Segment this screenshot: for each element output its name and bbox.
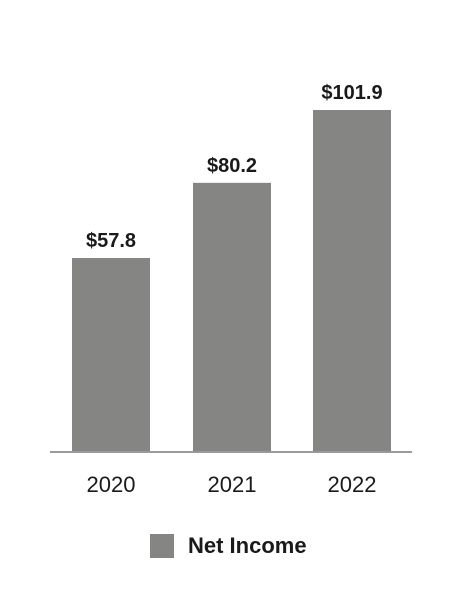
legend-label: Net Income: [188, 533, 307, 558]
data-label-2021: $80.2: [207, 155, 257, 177]
bar-2020: [72, 258, 150, 452]
x-tick-label-2022: 2022: [328, 472, 377, 497]
data-label-2020: $57.8: [86, 230, 136, 252]
bars-layer: [72, 110, 391, 452]
x-tick-label-2021: 2021: [208, 472, 257, 497]
bar-2021: [193, 182, 271, 452]
data-labels-layer: $57.8 $80.2 $101.9: [86, 82, 383, 252]
data-label-2022: $101.9: [321, 82, 382, 104]
bar-2022: [313, 110, 391, 452]
legend-swatch: [150, 534, 174, 558]
x-tick-label-2020: 2020: [87, 472, 136, 497]
legend: Net Income: [150, 533, 307, 559]
x-tick-labels-layer: 2020 2021 2022: [87, 472, 377, 497]
